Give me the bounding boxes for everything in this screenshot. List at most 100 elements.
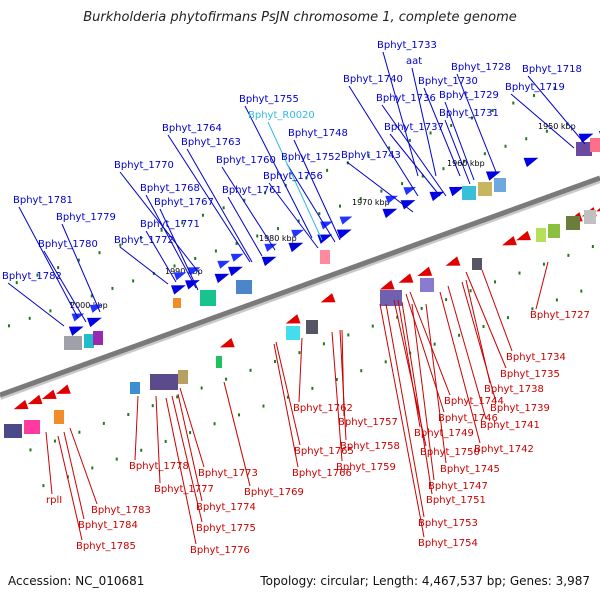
forward-leader-line xyxy=(382,51,419,177)
position-tick xyxy=(70,301,73,305)
forward-leader-line xyxy=(244,105,313,239)
reverse-gene-label: Bphyt_1759 xyxy=(336,462,396,473)
reverse-gene-arrow xyxy=(445,256,461,266)
position-tick xyxy=(256,234,259,238)
position-tick xyxy=(164,439,167,443)
position-tick xyxy=(214,249,217,253)
forward-gene-label: aat xyxy=(406,56,422,67)
position-tick xyxy=(222,206,225,210)
reverse-gene-arrow xyxy=(398,273,414,283)
position-tick xyxy=(408,138,411,142)
forward-gene-label: Bphyt_1731 xyxy=(439,108,499,119)
forward-leader-line xyxy=(444,101,475,181)
forward-gene-arrow xyxy=(185,280,200,290)
position-tick xyxy=(545,129,548,133)
reverse-gene-arrow xyxy=(285,314,301,324)
forward-gene-arrow xyxy=(214,273,230,284)
forward-gene-arrow xyxy=(449,186,464,197)
position-tick xyxy=(591,245,594,249)
forward-gene-label: Bphyt_1770 xyxy=(114,160,174,171)
reverse-leader-line xyxy=(155,395,161,484)
reverse-leader-line xyxy=(45,431,53,495)
map-title: Burkholderia phytofirmans PsJN chromosom… xyxy=(83,10,517,25)
feature-box xyxy=(236,280,252,294)
reverse-leader-line xyxy=(411,303,435,481)
forward-gene-arrow xyxy=(86,317,102,328)
forward-gene-label: Bphyt_1767 xyxy=(154,197,214,208)
position-tick xyxy=(388,146,391,150)
reverse-leader-line xyxy=(465,271,507,369)
forward-gene-arrow xyxy=(173,272,187,281)
forward-gene-label: Bphyt_1755 xyxy=(239,94,299,105)
kbp-mark-label: 1990 kbp xyxy=(165,267,203,276)
forward-gene-arrow xyxy=(523,157,539,168)
position-tick xyxy=(553,86,556,90)
forward-gene-label: Bphyt_1780 xyxy=(38,239,98,250)
reverse-gene-label: Bphyt_1738 xyxy=(484,384,544,395)
position-tick xyxy=(238,413,241,417)
position-tick xyxy=(78,430,81,434)
forward-gene-label: Bphyt_1763 xyxy=(181,137,241,148)
forward-leader-line xyxy=(268,182,319,249)
reverse-leader-line xyxy=(69,427,98,505)
position-tick xyxy=(445,298,448,302)
forward-leader-line xyxy=(293,139,341,241)
position-tick xyxy=(458,333,461,337)
feature-box xyxy=(472,258,482,270)
reverse-gene-arrow xyxy=(27,394,43,405)
forward-gene-label: Bphyt_1730 xyxy=(418,76,478,87)
reverse-leader-line xyxy=(405,293,445,413)
reverse-gene-arrow xyxy=(379,280,395,290)
feature-box xyxy=(478,182,492,196)
rna-gene-label: Bphyt_R0020 xyxy=(248,110,315,121)
feature-box xyxy=(150,374,178,390)
forward-gene-label: Bphyt_1719 xyxy=(505,82,565,93)
position-tick xyxy=(360,369,363,373)
reverse-gene-label: Bphyt_1744 xyxy=(444,396,504,407)
position-tick xyxy=(450,123,453,127)
position-tick xyxy=(181,221,184,225)
forward-gene-arrow xyxy=(261,256,277,267)
position-tick xyxy=(531,307,534,311)
forward-leader-line xyxy=(423,87,461,177)
position-tick xyxy=(469,289,472,293)
reverse-gene-arrow xyxy=(219,337,235,348)
position-tick xyxy=(483,152,486,156)
forward-gene-arrow xyxy=(68,326,84,336)
reverse-leader-line xyxy=(63,431,85,520)
position-tick xyxy=(286,395,289,399)
reverse-leader-line xyxy=(401,301,433,495)
position-tick xyxy=(380,189,383,193)
reverse-leader-line xyxy=(385,303,425,518)
position-tick xyxy=(29,448,32,452)
reverse-gene-arrow xyxy=(502,235,517,246)
position-tick xyxy=(347,333,350,337)
position-tick xyxy=(139,236,142,240)
position-tick xyxy=(90,294,93,298)
forward-leader-line xyxy=(186,148,253,263)
reverse-leader-line xyxy=(379,303,425,538)
forward-leader-line xyxy=(43,250,87,323)
reverse-leader-line xyxy=(447,285,487,420)
reverse-leader-line xyxy=(273,343,299,468)
forward-leader-line xyxy=(167,134,251,263)
reverse-gene-label: Bphyt_1758 xyxy=(340,441,400,452)
feature-layer xyxy=(4,130,600,438)
reverse-gene-label: Bphyt_1769 xyxy=(244,487,304,498)
reverse-leader-line xyxy=(535,261,549,310)
position-tick xyxy=(249,368,252,372)
position-tick xyxy=(335,378,338,382)
position-tick xyxy=(384,360,387,364)
forward-leader-line xyxy=(346,161,414,213)
position-tick xyxy=(28,316,31,320)
position-tick xyxy=(132,279,135,283)
reverse-leader-line xyxy=(171,395,203,523)
position-tick xyxy=(243,198,246,202)
kbp-mark-label: 1960 kbp xyxy=(447,159,485,168)
forward-leader-line xyxy=(411,67,437,177)
forward-leader-line xyxy=(389,133,441,197)
feature-box xyxy=(24,420,40,434)
forward-leader-line xyxy=(18,206,79,319)
forward-gene-label: Bphyt_1740 xyxy=(343,74,403,85)
